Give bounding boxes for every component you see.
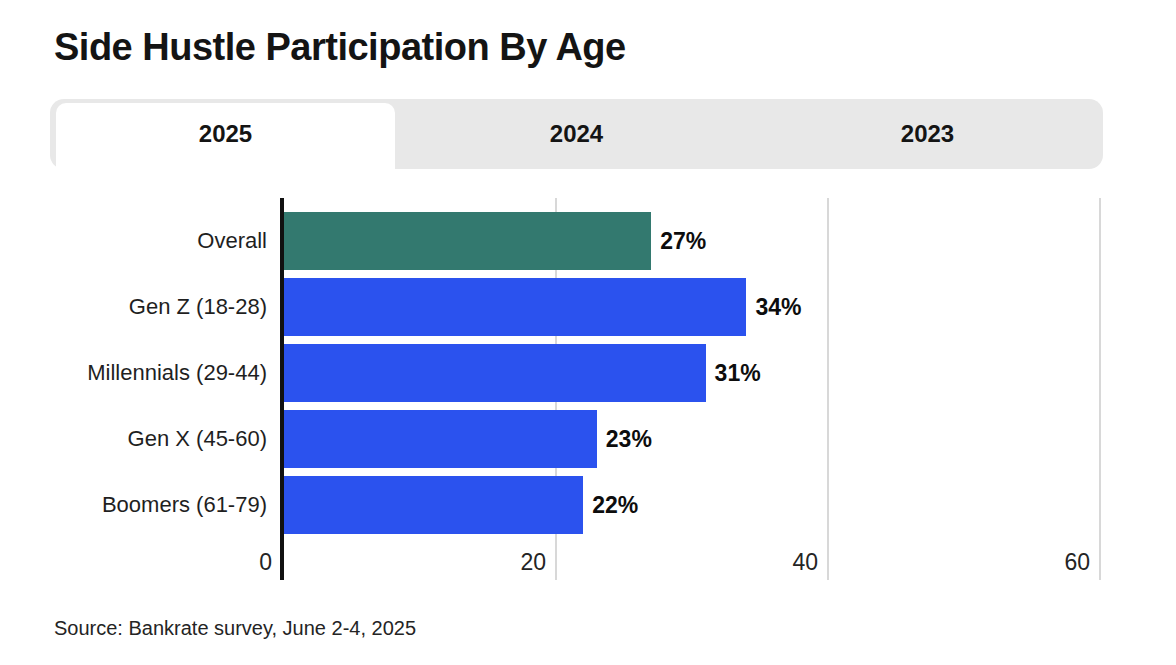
x-axis-tick-label: 20 xyxy=(520,549,546,576)
page: Side Hustle Participation By Age 2025 20… xyxy=(0,0,1176,665)
bar xyxy=(284,410,597,468)
bar-chart: 0204060Overall27%Gen Z (18-28)34%Millenn… xyxy=(284,198,1100,580)
x-axis-tick-label: 0 xyxy=(259,549,272,576)
tab-2024-label: 2024 xyxy=(401,99,752,169)
x-axis-tick-label: 40 xyxy=(792,549,818,576)
year-tabs: 2025 2024 2023 xyxy=(50,99,1103,169)
source-caption: Source: Bankrate survey, June 2-4, 2025 xyxy=(54,617,416,640)
y-axis-line xyxy=(280,198,284,580)
bar xyxy=(284,278,746,336)
bar-value-label: 23% xyxy=(606,410,652,468)
tab-2025[interactable]: 2025 xyxy=(50,99,401,169)
bar-value-label: 27% xyxy=(660,212,706,270)
tab-2025-label: 2025 xyxy=(50,99,401,169)
x-axis-tick-label: 60 xyxy=(1064,549,1090,576)
tab-2024[interactable]: 2024 xyxy=(401,99,752,169)
bar xyxy=(284,344,706,402)
category-label: Boomers (61-79) xyxy=(102,476,267,534)
category-label: Millennials (29-44) xyxy=(87,344,267,402)
bar xyxy=(284,476,583,534)
tab-2023-label: 2023 xyxy=(752,99,1103,169)
page-title: Side Hustle Participation By Age xyxy=(54,26,626,69)
bar-value-label: 34% xyxy=(755,278,801,336)
bar xyxy=(284,212,651,270)
category-label: Gen Z (18-28) xyxy=(129,278,267,336)
gridline xyxy=(1099,198,1101,580)
category-label: Overall xyxy=(197,212,267,270)
bar-value-label: 31% xyxy=(715,344,761,402)
bar-value-label: 22% xyxy=(592,476,638,534)
gridline xyxy=(827,198,829,580)
category-label: Gen X (45-60) xyxy=(128,410,267,468)
tab-2023[interactable]: 2023 xyxy=(752,99,1103,169)
